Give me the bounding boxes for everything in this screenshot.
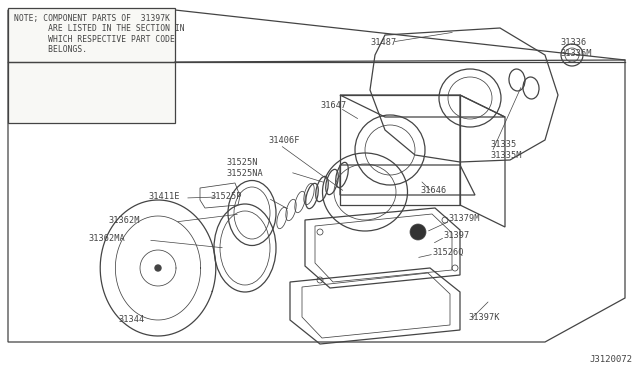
Text: 31646: 31646 xyxy=(420,186,446,195)
Text: 31525N
31525NA: 31525N 31525NA xyxy=(226,158,263,178)
Text: 31397: 31397 xyxy=(443,231,469,240)
Text: 31336
31336M: 31336 31336M xyxy=(560,38,591,58)
Text: NOTE; COMPONENT PARTS OF  31397K
       ARE LISTED IN THE SECTION IN
       WHIC: NOTE; COMPONENT PARTS OF 31397K ARE LIST… xyxy=(14,14,184,54)
Text: 31344: 31344 xyxy=(118,315,144,324)
Text: 31411E: 31411E xyxy=(148,192,179,201)
Text: 31406F: 31406F xyxy=(268,135,300,144)
Circle shape xyxy=(155,265,161,271)
Text: 31362MA: 31362MA xyxy=(88,234,125,243)
Circle shape xyxy=(410,224,426,240)
Text: 31362M: 31362M xyxy=(108,215,140,224)
Text: J3120072: J3120072 xyxy=(589,355,632,364)
Bar xyxy=(8,8,175,123)
Text: 31397K: 31397K xyxy=(468,314,499,323)
Text: 31525P: 31525P xyxy=(210,192,241,201)
Text: 31487: 31487 xyxy=(370,38,396,46)
Text: 31335
31335M: 31335 31335M xyxy=(490,140,522,160)
Text: 31647: 31647 xyxy=(320,100,346,109)
Text: 31526Q: 31526Q xyxy=(432,247,463,257)
Text: 31379M: 31379M xyxy=(448,214,479,222)
